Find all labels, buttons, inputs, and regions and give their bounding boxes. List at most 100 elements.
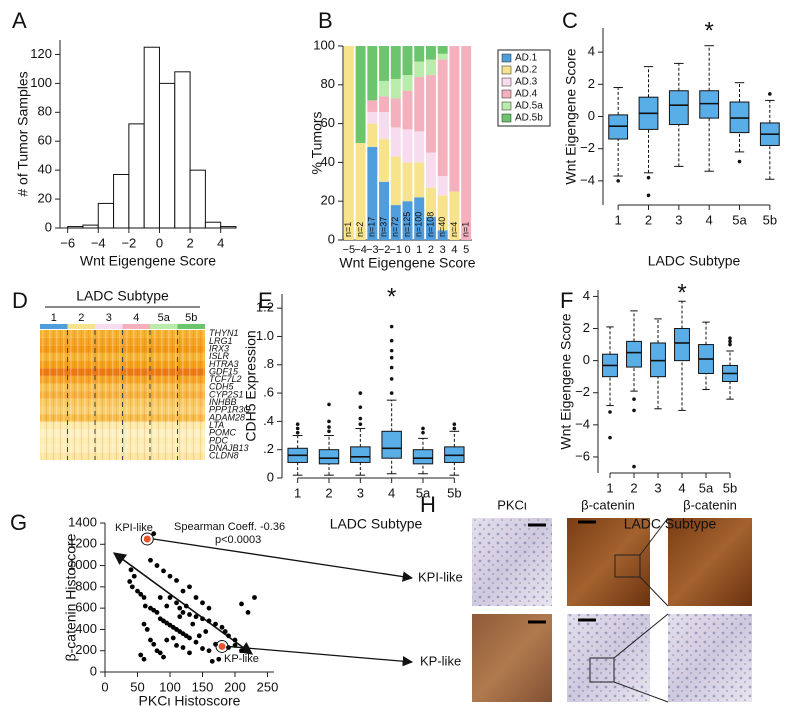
x-tick-label: 2 bbox=[630, 480, 637, 495]
legend-label: AD.1 bbox=[515, 53, 538, 64]
bar-segment bbox=[425, 216, 436, 240]
point bbox=[180, 610, 186, 615]
point bbox=[239, 601, 244, 607]
subtype-bar bbox=[150, 324, 178, 329]
bar-segment bbox=[437, 230, 448, 240]
bar-segment bbox=[379, 96, 390, 112]
bar-segment bbox=[379, 139, 390, 182]
panel-label: F bbox=[560, 288, 573, 313]
column-title: β-catenin bbox=[581, 497, 635, 512]
outlier bbox=[358, 405, 363, 410]
point bbox=[209, 658, 215, 664]
y-tick-label: .8 bbox=[263, 356, 274, 371]
bar-segment bbox=[390, 78, 401, 99]
zoom-line bbox=[639, 576, 669, 607]
y-tick-label: 0 bbox=[90, 663, 97, 678]
bar bbox=[220, 226, 237, 229]
gene-label: GDF15 bbox=[209, 366, 239, 376]
bar-segment bbox=[379, 80, 390, 97]
bar-segment bbox=[449, 191, 460, 240]
bar-segment bbox=[437, 53, 448, 60]
outlier bbox=[295, 426, 300, 431]
y-tick-label: 1200 bbox=[68, 536, 97, 551]
point bbox=[154, 610, 160, 615]
point bbox=[245, 610, 251, 615]
y-tick-label: 4 bbox=[588, 44, 595, 59]
box bbox=[729, 101, 750, 134]
outlier bbox=[421, 426, 425, 431]
point bbox=[213, 621, 218, 627]
box bbox=[699, 90, 720, 119]
point bbox=[193, 639, 199, 645]
gene-label: LTA bbox=[209, 420, 224, 430]
bar-segment bbox=[367, 123, 378, 147]
bar-segment bbox=[390, 127, 401, 157]
point bbox=[127, 579, 133, 584]
x-tick-label: −2 bbox=[378, 244, 391, 256]
legend-swatch bbox=[501, 113, 512, 123]
point bbox=[142, 603, 148, 609]
highlight-point bbox=[218, 642, 226, 650]
count-label: n=37 bbox=[378, 217, 388, 237]
bar-segment bbox=[367, 146, 378, 240]
point bbox=[177, 614, 183, 620]
bar-segment bbox=[414, 162, 425, 198]
bar-segment bbox=[367, 111, 378, 124]
box bbox=[412, 449, 434, 465]
outlier bbox=[728, 342, 732, 347]
y-tick-label: −2 bbox=[580, 140, 595, 155]
subtype-bar bbox=[40, 324, 68, 329]
bar-segment bbox=[414, 77, 425, 132]
x-tick-label: 4 bbox=[388, 485, 395, 500]
gene-label: THYN1 bbox=[209, 328, 239, 338]
count-label: n=1 bbox=[461, 222, 471, 237]
outlier bbox=[389, 324, 394, 329]
bar-segment bbox=[390, 46, 401, 79]
x-tick-label: 5a bbox=[699, 480, 714, 495]
column-title: PKCι bbox=[497, 497, 527, 512]
y-tick-label: 60 bbox=[321, 115, 335, 130]
box bbox=[381, 430, 402, 459]
point bbox=[128, 567, 134, 573]
x-tick-label: 4 bbox=[678, 480, 685, 495]
x-tick-label: 200 bbox=[224, 679, 246, 694]
ihc-image bbox=[567, 518, 650, 606]
point bbox=[193, 614, 199, 620]
outlier bbox=[389, 365, 394, 370]
subtype-label: 2 bbox=[78, 312, 84, 324]
gene-label: CLDN8 bbox=[209, 451, 239, 461]
x-axis-label: LADC Subtype bbox=[648, 253, 741, 269]
point bbox=[174, 642, 179, 648]
gene-label: ADAM28 bbox=[208, 412, 245, 422]
x-tick-label: 3 bbox=[357, 485, 364, 500]
x-tick-label: 4 bbox=[451, 244, 457, 256]
point bbox=[161, 568, 166, 574]
box bbox=[650, 342, 666, 378]
bar-segment bbox=[414, 131, 425, 163]
outlier bbox=[608, 410, 612, 414]
bar-segment bbox=[402, 75, 413, 91]
outlier bbox=[452, 426, 457, 431]
x-tick-label: 5a bbox=[416, 485, 431, 500]
x-tick-label: 5b bbox=[763, 212, 777, 227]
annotation: KPI-like bbox=[115, 522, 153, 534]
point bbox=[200, 616, 205, 622]
bar-segment bbox=[379, 111, 390, 140]
point bbox=[135, 588, 140, 594]
y-tick-label: .6 bbox=[263, 385, 274, 400]
bar-segment bbox=[414, 61, 425, 78]
row-label: KPI-like bbox=[418, 569, 463, 584]
y-tick-label: 0 bbox=[267, 469, 274, 484]
x-tick-label: 50 bbox=[130, 679, 144, 694]
y-tick-label: 40 bbox=[38, 162, 52, 177]
bar-segment bbox=[379, 181, 390, 240]
point bbox=[174, 600, 179, 606]
point bbox=[154, 563, 160, 568]
point bbox=[170, 635, 176, 641]
ihc-texture bbox=[668, 614, 752, 702]
bar bbox=[143, 46, 160, 229]
outlier bbox=[389, 377, 394, 381]
count-label: n=100 bbox=[414, 212, 424, 237]
point bbox=[206, 605, 212, 611]
point bbox=[222, 629, 228, 634]
